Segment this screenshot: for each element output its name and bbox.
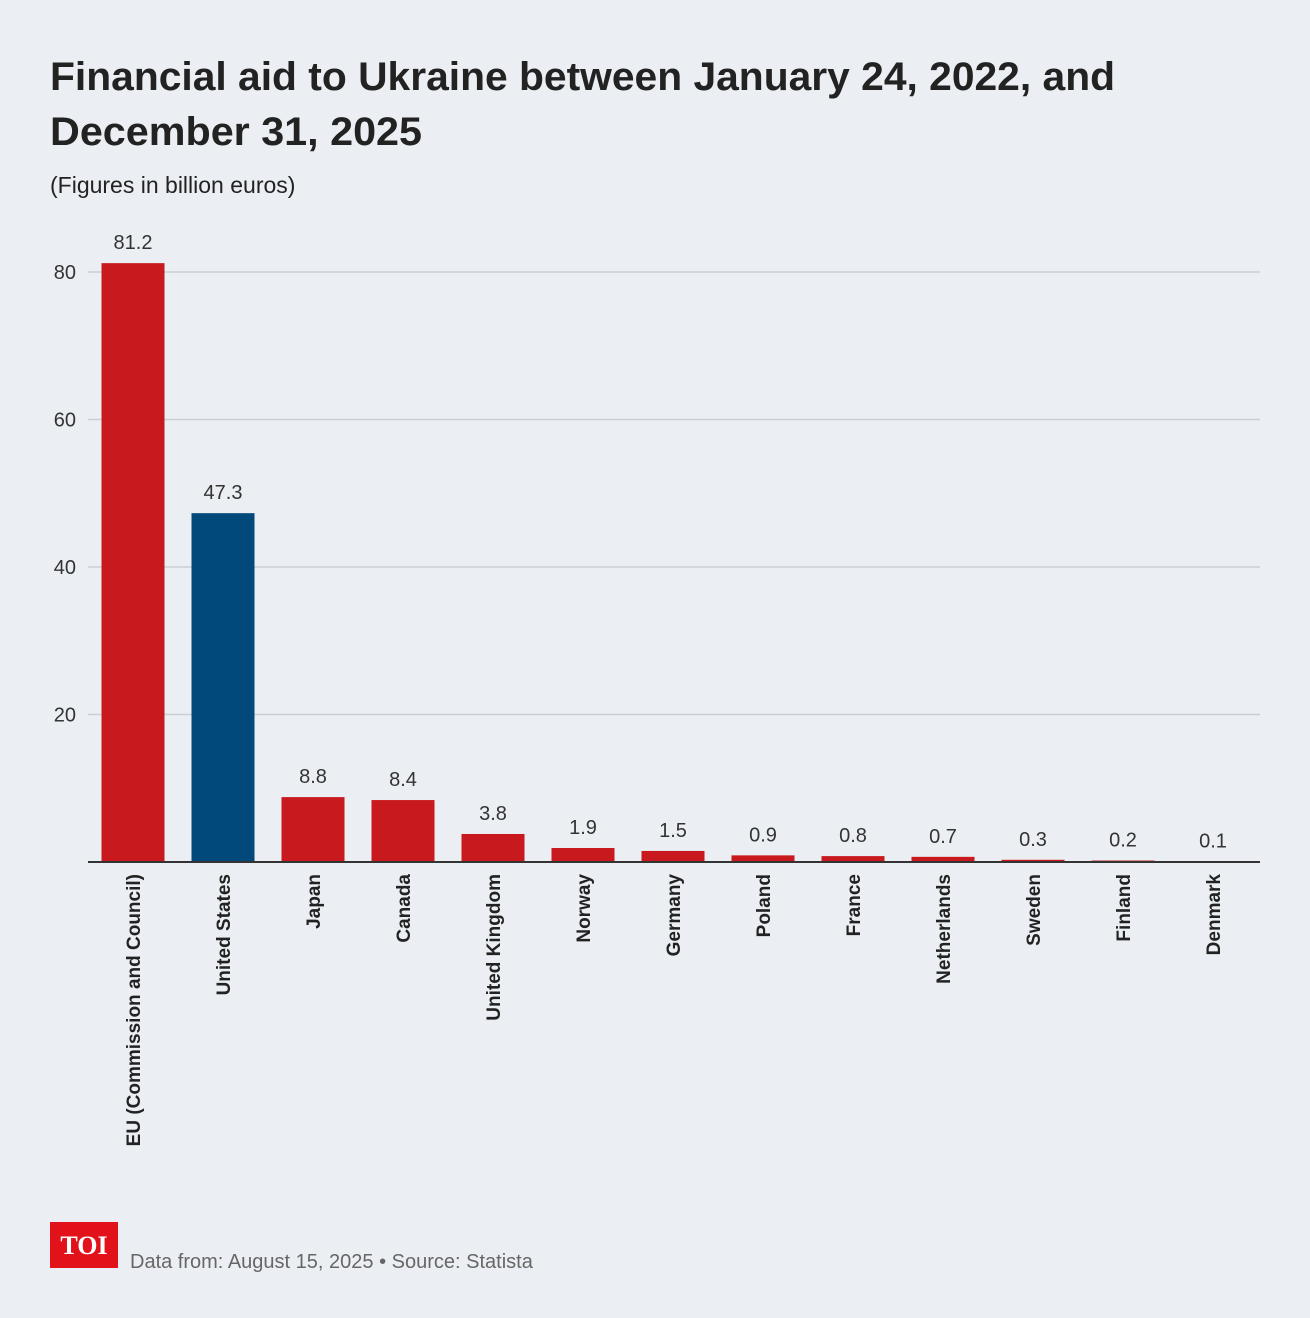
value-label: 47.3 [204,482,243,504]
bar [641,850,705,862]
value-label: 81.2 [114,232,153,254]
y-tick-label: 60 [54,410,76,432]
x-tick-label: Canada [394,874,415,943]
y-tick-label: 20 [54,705,76,727]
chart-title: Financial aid to Ukraine between January… [50,55,1115,99]
y-tick-label: 80 [54,262,76,284]
value-label: 0.1 [1199,830,1227,852]
x-tick-label: Japan [304,874,325,929]
logo-text: TOI [60,1231,107,1260]
value-label: 0.7 [929,826,957,848]
chart-subtitle: (Figures in billion euros) [50,172,295,198]
x-tick-label: Sweden [1024,874,1045,946]
bar [1001,859,1065,862]
y-tick-label: 40 [54,557,76,579]
bar [911,856,975,862]
x-tick-label: United States [214,874,235,995]
value-label: 0.8 [839,825,867,847]
x-tick-label: EU (Commission and Council) [124,874,145,1146]
bar [731,855,795,862]
x-tick-label: Netherlands [934,874,955,984]
x-tick-label: Denmark [1204,874,1225,956]
chart-title: December 31, 2025 [50,110,422,154]
footer-note: Data from: August 15, 2025 [130,1251,374,1273]
x-tick-label: Germany [664,874,685,957]
x-tick-label: Finland [1114,874,1135,942]
bar [371,800,435,862]
footer-source: Source: Statista [392,1251,534,1273]
x-tick-label: Norway [574,874,595,943]
bar [821,856,885,862]
value-label: 0.9 [749,824,777,846]
bar [191,513,255,862]
value-label: 0.2 [1109,830,1137,852]
footer-separator: • [379,1251,386,1273]
bar [101,263,165,862]
bar [551,847,615,862]
x-tick-label: Poland [754,874,775,937]
value-label: 8.8 [299,766,327,788]
value-label: 8.4 [389,769,417,791]
footer: Data from: August 15, 2025 • Source: Sta… [130,1251,534,1273]
logo [50,1222,118,1268]
bar [281,797,345,862]
value-label: 3.8 [479,803,507,825]
value-label: 0.3 [1019,829,1047,851]
value-label: 1.5 [659,820,687,842]
bar [461,833,525,862]
x-tick-label: United Kingdom [484,874,505,1021]
value-label: 1.9 [569,817,597,839]
x-tick-label: France [844,874,865,936]
